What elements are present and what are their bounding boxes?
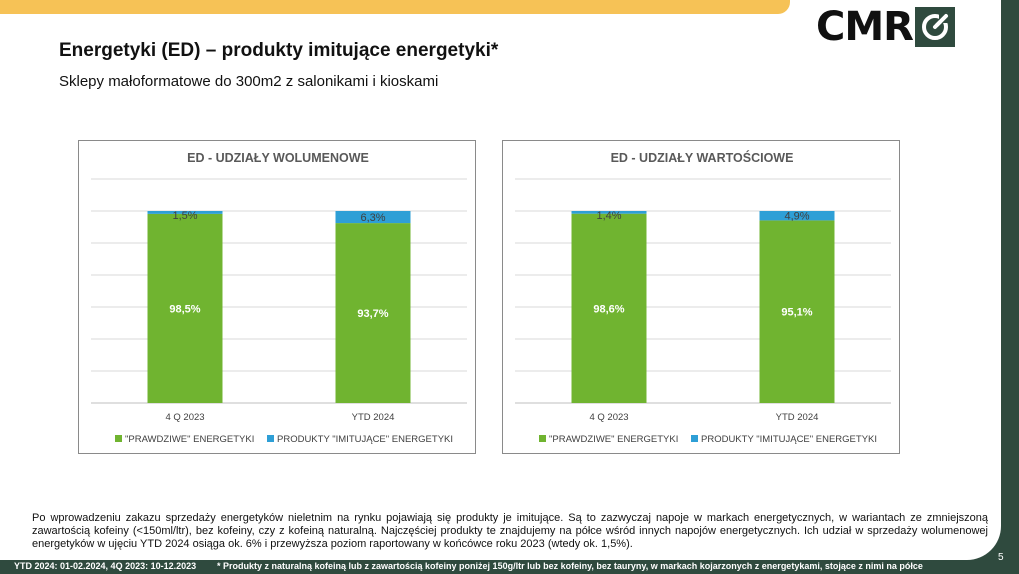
- footer-footnote: * Produkty z naturalną kofeiną lub z zaw…: [217, 561, 923, 571]
- volume-share-chart: ED - UDZIAŁY WOLUMENOWE 98,5% 1,5% 4 Q 2023…: [78, 140, 476, 454]
- bar-segment: [147, 213, 223, 403]
- legend-label: "PRAWDZIWE" ENERGETYKI: [549, 434, 678, 445]
- bar-segment: [147, 211, 223, 214]
- chart-title: ED - UDZIAŁY WARTOŚCIOWE: [611, 150, 794, 165]
- data-label: 1,4%: [596, 210, 621, 222]
- legend-swatch: [539, 435, 546, 442]
- data-label: 6,3%: [360, 212, 385, 224]
- legend-label: PRODUKTY "IMITUJĄCE" ENERGETYKI: [277, 434, 453, 445]
- page-title: Energetyki (ED) – produkty imitujące ene…: [59, 40, 499, 61]
- value-share-chart: ED - UDZIAŁY WARTOŚCIOWE 98,6% 1,4% 4 Q 202…: [502, 140, 900, 454]
- bar-segment: [335, 223, 411, 403]
- bar-segment: [571, 211, 647, 214]
- x-tick-label: YTD 2024: [352, 412, 395, 423]
- footer-bar: [0, 560, 1019, 574]
- legend-swatch: [267, 435, 274, 442]
- data-label: 98,5%: [169, 303, 200, 315]
- data-label: 93,7%: [357, 308, 388, 320]
- legend-label: "PRAWDZIWE" ENERGETYKI: [125, 434, 254, 445]
- footer-periods: YTD 2024: 01-02.2024, 4Q 2023: 10-12.202…: [14, 561, 197, 571]
- page-number: 5: [998, 552, 1004, 563]
- x-tick-label: 4 Q 2023: [589, 412, 628, 423]
- bar-segment: [571, 213, 647, 403]
- bar-segment: [759, 220, 835, 403]
- cmr-logo: CMR: [816, 6, 955, 48]
- chart-title: ED - UDZIAŁY WOLUMENOWE: [187, 151, 369, 165]
- x-tick-label: 4 Q 2023: [165, 412, 204, 423]
- description-paragraph: Po wprowadzeniu zakazu sprzedaży energet…: [32, 512, 988, 550]
- data-label: 95,1%: [781, 307, 812, 319]
- data-label: 1,5%: [172, 210, 197, 222]
- legend-swatch: [115, 435, 122, 442]
- right-frame-bar: [1001, 0, 1019, 574]
- data-label: 98,6%: [593, 303, 624, 315]
- top-accent-band: [0, 0, 790, 14]
- legend-swatch: [691, 435, 698, 442]
- volume-share-chart-svg: ED - UDZIAŁY WOLUMENOWE 98,5% 1,5% 4 Q 2023…: [91, 151, 467, 445]
- value-share-chart-svg: ED - UDZIAŁY WARTOŚCIOWE 98,6% 1,4% 4 Q 202…: [515, 150, 891, 445]
- data-label: 4,9%: [784, 211, 809, 223]
- page-subtitle: Sklepy małoformatowe do 300m2 z salonika…: [59, 73, 439, 90]
- bar-segment: [759, 211, 835, 221]
- x-tick-label: YTD 2024: [776, 412, 819, 423]
- legend-label: PRODUKTY "IMITUJĄCE" ENERGETYKI: [701, 434, 877, 445]
- logo-mark-icon: [914, 7, 955, 47]
- logo-text: CMR: [816, 4, 914, 50]
- bar-segment: [335, 211, 411, 224]
